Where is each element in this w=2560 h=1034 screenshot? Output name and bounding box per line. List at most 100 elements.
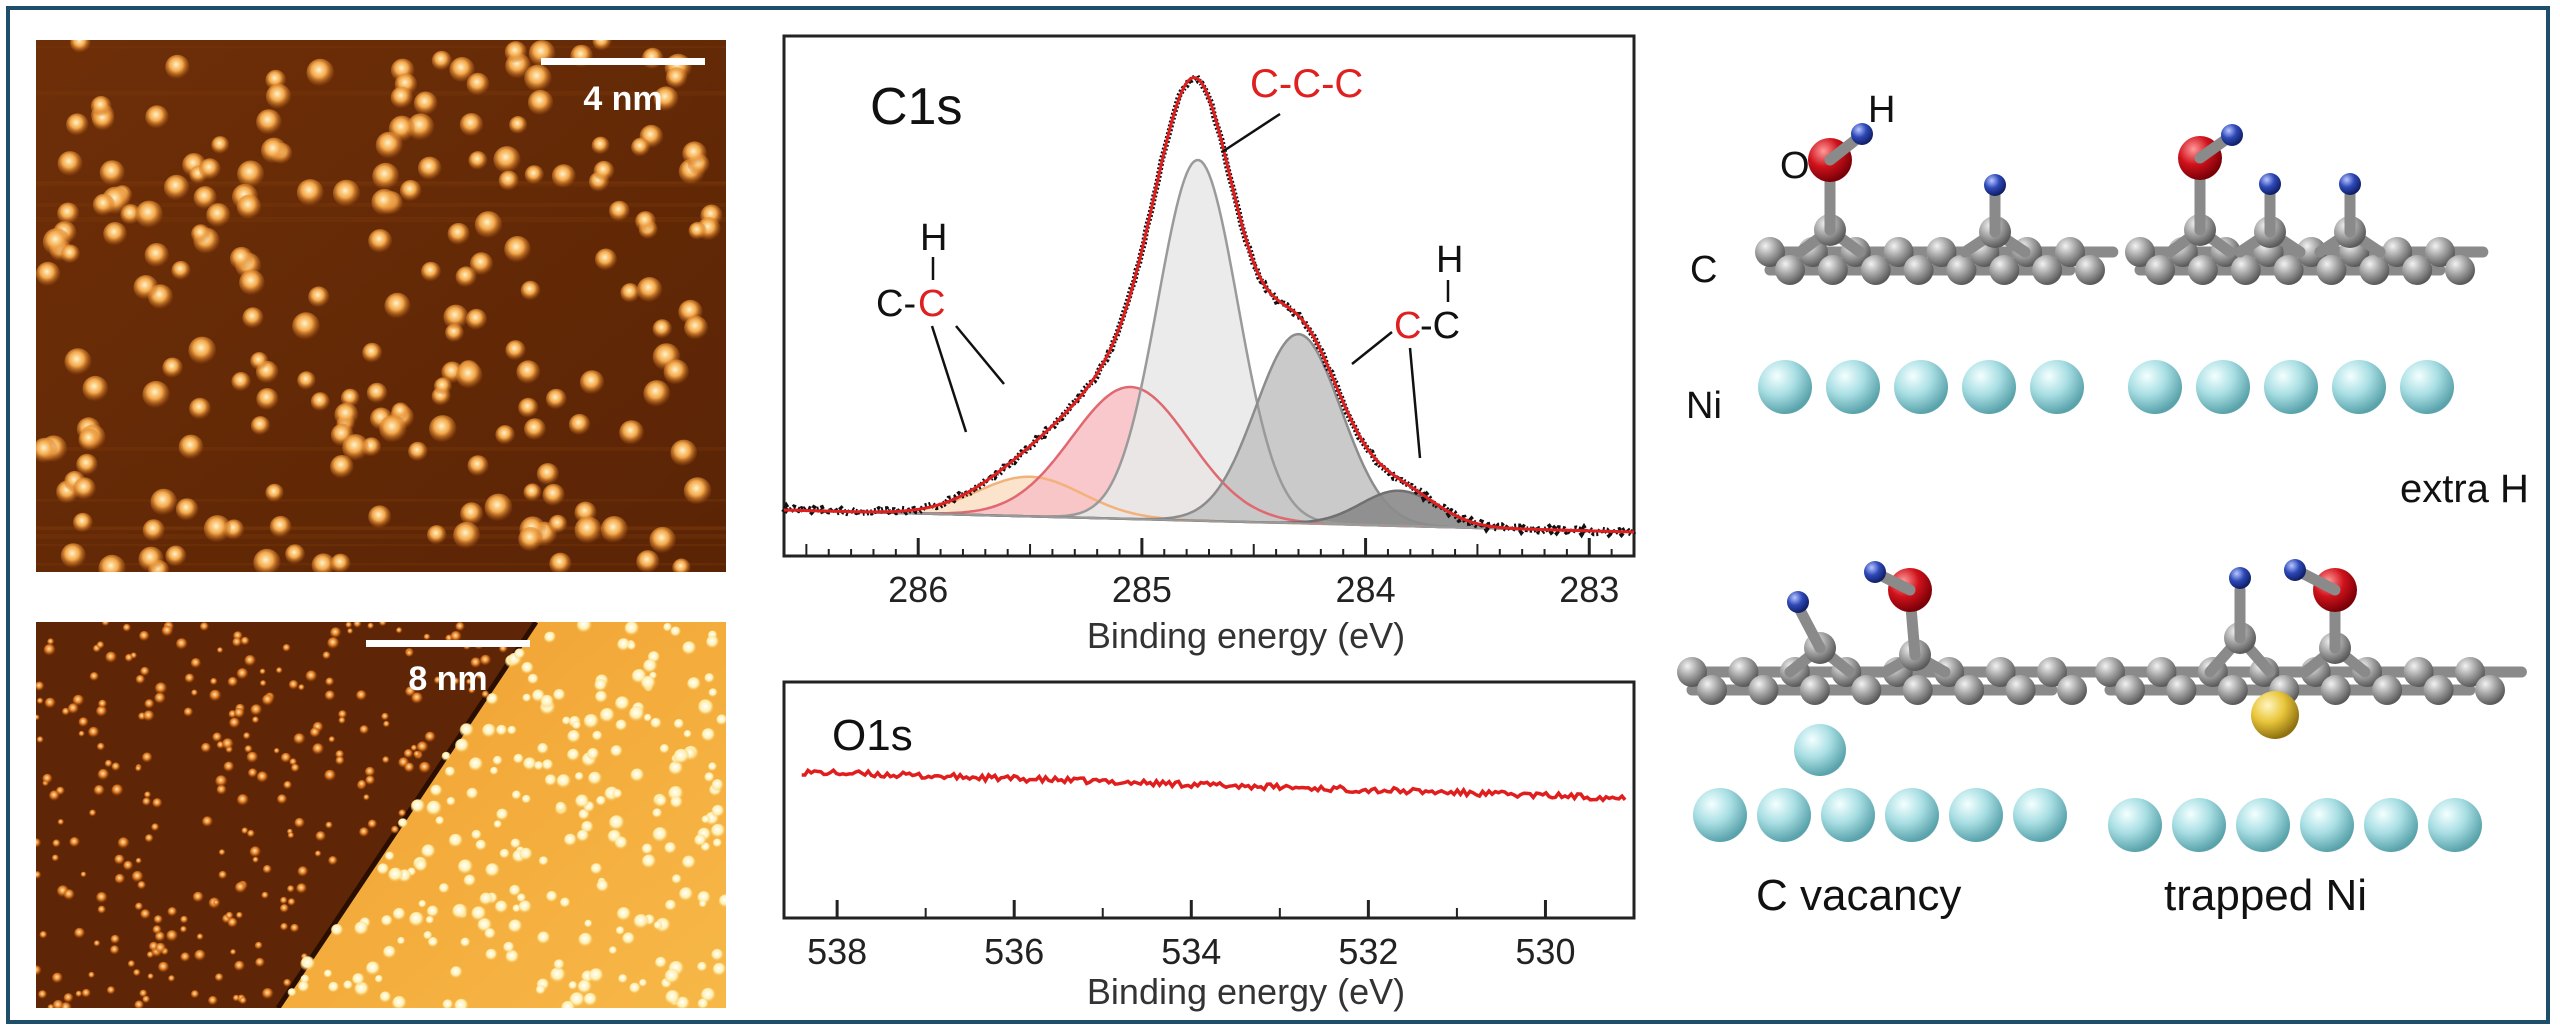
stm-molecule [139, 630, 150, 642]
nickel-atom [2300, 798, 2354, 852]
stm-molecule [242, 307, 264, 329]
stm-molecule [180, 952, 191, 963]
stm-molecule [617, 638, 631, 652]
stm-molecule [586, 747, 600, 761]
stm-molecule [359, 827, 370, 838]
stm-molecule [36, 697, 44, 705]
models-canvas: O H C Ni extra H C vacancy trapped Ni [1677, 89, 2529, 920]
stm-molecule [234, 960, 245, 972]
stm-molecule [162, 357, 183, 379]
stm-molecule [629, 982, 641, 995]
label-ch-right-c2: -C [1420, 305, 1460, 347]
stm-molecule [523, 483, 542, 502]
stm-molecule [239, 269, 265, 296]
stm-scanline [36, 46, 726, 49]
stm-molecule [308, 286, 330, 308]
stm-molecule [549, 552, 572, 572]
stm-molecule [280, 896, 288, 905]
stm-molecule [190, 990, 200, 999]
stm-molecule [165, 545, 187, 567]
stm-molecule [76, 453, 98, 476]
stm-molecule [110, 945, 120, 955]
stm-molecule [416, 741, 429, 753]
carbon-atom [1926, 237, 1957, 267]
stm-molecule [481, 690, 490, 699]
stm-molecule [663, 359, 689, 385]
stm-molecule [414, 859, 428, 873]
stm-molecule [383, 945, 397, 960]
stm-molecule [36, 838, 42, 848]
carbon-atom [1748, 675, 1779, 705]
stm-molecule [579, 370, 605, 395]
stm-molecule [196, 933, 204, 941]
stm-molecule [397, 936, 406, 946]
stm-molecule [712, 838, 723, 848]
stm-molecule [442, 999, 454, 1008]
c1s-fit-series [783, 75, 1635, 534]
nickel-atom [2264, 360, 2318, 414]
carbon-atom [2425, 237, 2455, 267]
stm-molecule [324, 769, 336, 782]
stm-molecule [673, 748, 690, 765]
stm-molecule [131, 870, 144, 883]
stm-molecule [140, 909, 151, 920]
stm-molecule [457, 859, 474, 875]
stm-molecule [283, 780, 292, 790]
stm-molecule [255, 941, 263, 950]
hydrogen-atom [1851, 123, 1873, 145]
carbon-atom [2125, 237, 2155, 267]
stm-molecule [330, 924, 344, 937]
stm-molecule [290, 923, 300, 933]
stm-molecule [544, 774, 558, 787]
stm-molecule [306, 58, 335, 87]
stm-molecule [338, 717, 346, 725]
stm-molecule [88, 971, 95, 979]
stm-molecule [328, 736, 336, 743]
stm-molecule [222, 738, 234, 750]
stm-molecule [345, 622, 353, 629]
stm-molecule [230, 949, 237, 956]
stm-molecule [398, 809, 407, 818]
stm-molecule [588, 968, 604, 984]
nickel-atom [1885, 788, 1939, 842]
stm-molecule [614, 696, 631, 712]
stm-molecule [98, 699, 107, 709]
stm-molecule [237, 794, 249, 806]
carbon-atom [2146, 657, 2177, 687]
stm-molecule [553, 688, 566, 702]
carbon-atom [2423, 675, 2454, 705]
stm-molecule [475, 839, 487, 852]
scale-bar-top [541, 58, 705, 65]
stm-molecule [146, 951, 154, 959]
stm-molecule [248, 768, 258, 778]
carbon-atom [2402, 255, 2433, 285]
stm-molecule [653, 86, 679, 112]
stm-molecule [562, 716, 571, 726]
stm-molecule [335, 756, 345, 766]
stm-molecule [44, 697, 56, 709]
stm-molecule [237, 160, 265, 188]
stm-molecule [431, 50, 452, 71]
stm-molecule [191, 689, 198, 697]
stm-molecule [101, 622, 110, 627]
stm-molecule [595, 248, 617, 271]
stm-molecule [171, 260, 191, 281]
stm-molecule [518, 397, 539, 418]
stm-molecule [682, 641, 697, 656]
stm-molecule [328, 981, 340, 993]
stm-molecule [372, 162, 400, 190]
stm-molecule [390, 825, 400, 835]
stm-molecule [704, 673, 715, 684]
o1s-tick-label: 532 [1338, 931, 1398, 972]
stm-molecule [383, 720, 390, 728]
stm-molecule [427, 525, 447, 545]
stm-molecule [443, 304, 469, 330]
stm-molecule [518, 900, 532, 914]
stm-molecule [663, 622, 673, 633]
stm-molecule [66, 113, 89, 136]
stm-molecule [553, 959, 565, 971]
stm-molecule [137, 881, 146, 890]
stm-molecule [292, 312, 320, 340]
stm-molecule [43, 644, 56, 656]
stm-molecule [708, 762, 718, 772]
